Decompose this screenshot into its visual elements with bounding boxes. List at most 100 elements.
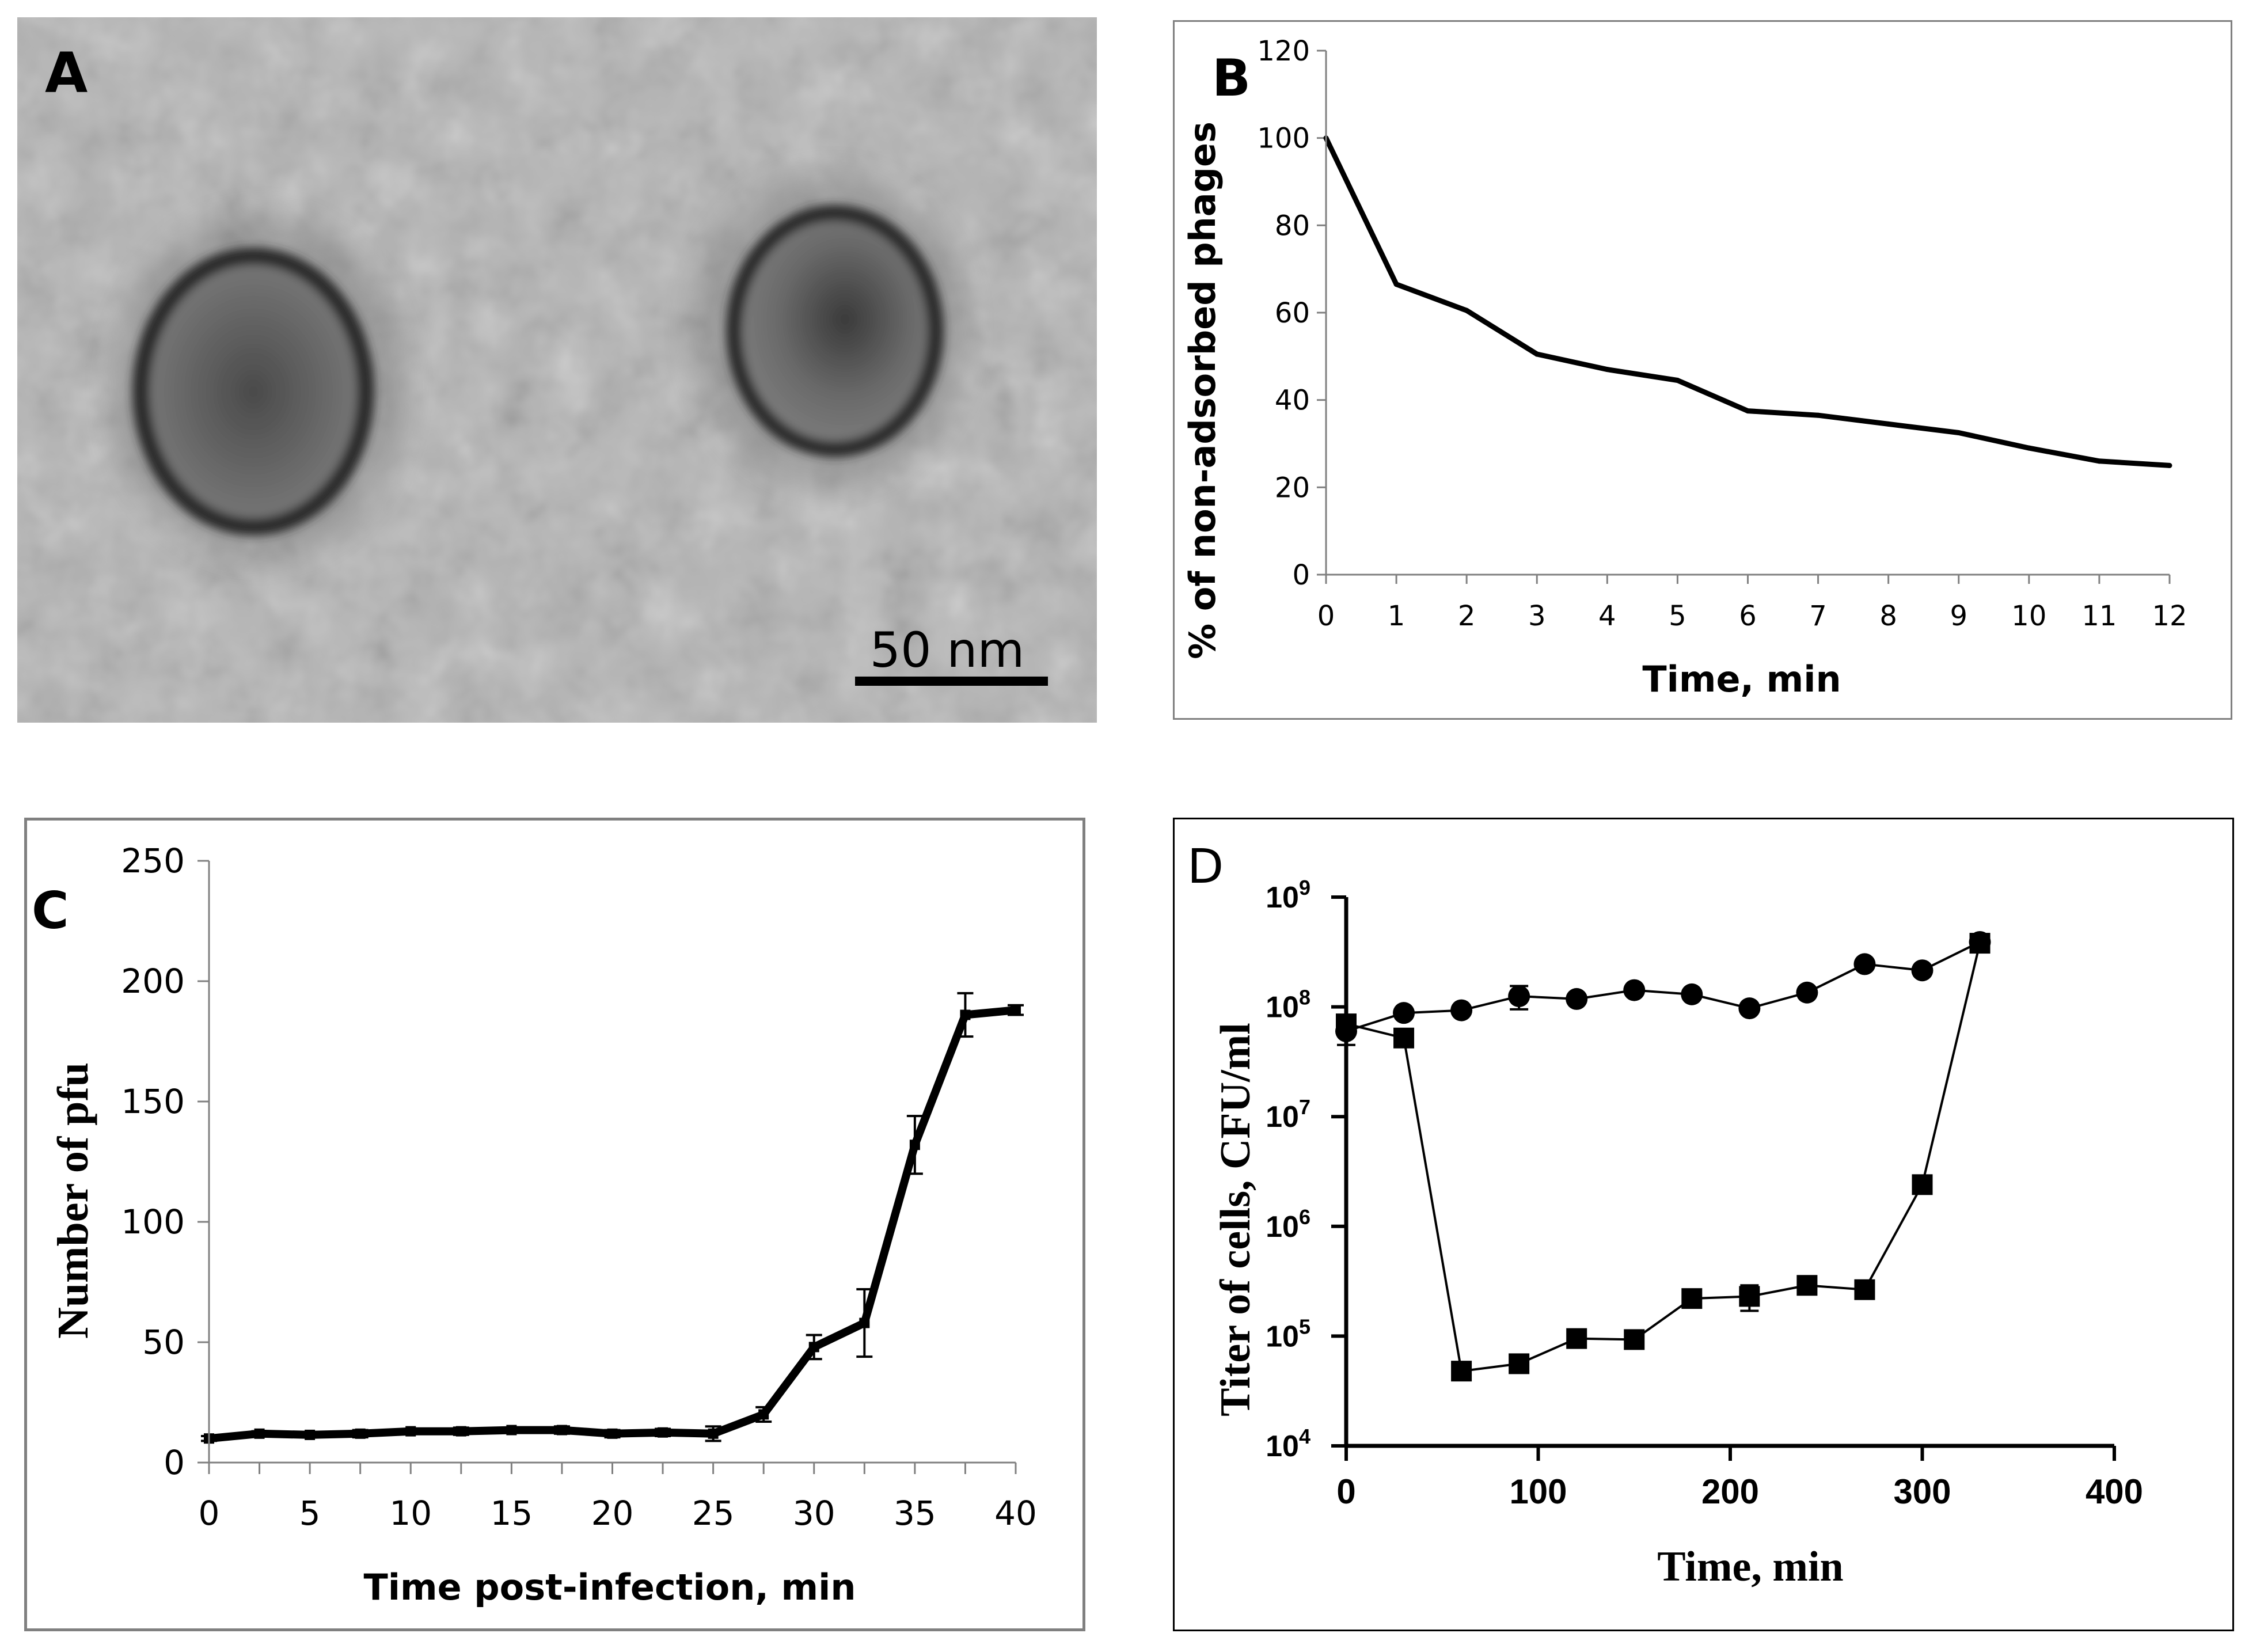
chart-d-data-point-circle — [1450, 999, 1473, 1021]
chart-c-y-tick-label: 200 — [121, 962, 185, 1001]
chart-c-x-tick-label: 15 — [490, 1494, 533, 1533]
panel-a-letter: A — [45, 41, 88, 105]
chart-d-y-tick-label: 107 — [1266, 1095, 1310, 1134]
chart-c-x-tick-label: 20 — [591, 1494, 634, 1533]
chart-c-svg: 0 50 100 150 200 250 0 5 10 15 20 25 30 35 40 C Time p… — [32, 841, 1037, 1608]
chart-c-x-tick-label: 25 — [692, 1494, 735, 1533]
chart-d-data-point-circle — [1796, 981, 1818, 1004]
panel-c-chart: 0 50 100 150 200 250 0 5 10 15 20 25 30 35 40 C Time p… — [24, 818, 1085, 1631]
chart-b-data-point — [1393, 282, 1399, 287]
chart-c-data-point — [909, 1140, 920, 1150]
chart-c-y-tick-label: 50 — [142, 1323, 185, 1362]
chart-c-data-point — [405, 1426, 416, 1437]
chart-d-data-point-circle — [1566, 988, 1588, 1010]
chart-b-x-label: Time, min — [1642, 658, 1841, 700]
chart-c-data-point — [254, 1428, 265, 1439]
chart-c-data-point — [808, 1342, 819, 1353]
panel-a-micrograph: A 50 nm — [17, 17, 1097, 723]
panel-c-letter: C — [32, 881, 69, 940]
chart-c-data-point — [455, 1426, 466, 1437]
chart-c-x-tick-label: 10 — [389, 1494, 432, 1533]
chart-d-data-point-circle — [1738, 997, 1761, 1020]
chart-b-data-point — [1464, 307, 1469, 313]
chart-b-x-tick-label: 11 — [2081, 600, 2117, 632]
chart-d-y-tick-label: 108 — [1266, 986, 1310, 1024]
chart-d-data-point-square — [1624, 1329, 1645, 1350]
chart-c-data-point — [960, 1009, 971, 1020]
chart-b-y-tick-label: 60 — [1275, 297, 1310, 329]
chart-b-x-tick-label: 12 — [2152, 600, 2187, 632]
chart-c-data-point — [355, 1428, 366, 1439]
chart-b-x-tick-label: 3 — [1528, 600, 1546, 632]
chart-c-data-point — [607, 1428, 618, 1439]
chart-d-data-point-square — [1681, 1288, 1703, 1309]
chart-b-y-tick-label: 100 — [1257, 123, 1310, 155]
chart-c-x-tick-label: 40 — [994, 1494, 1037, 1533]
chart-b-y-tick-label: 120 — [1257, 35, 1310, 67]
chart-b-x-tick-label: 1 — [1388, 600, 1406, 632]
chart-d-x-tick-label: 400 — [2086, 1472, 2143, 1511]
chart-c-x-tick-label: 30 — [793, 1494, 835, 1533]
chart-b-x-tick-label: 2 — [1458, 600, 1476, 632]
chart-b-data-point — [1815, 412, 1821, 418]
chart-b-x-tick-label: 4 — [1598, 600, 1616, 632]
chart-b-data-point — [1956, 430, 1962, 436]
chart-c-data-point — [556, 1425, 567, 1435]
panel-b-chart: 0 20 40 60 80 100 120 0 1 2 3 4 5 6 7 8 9 10 11 12 B Time, … — [1173, 20, 2232, 720]
chart-d-data-point-circle — [1853, 953, 1876, 975]
chart-c-data-point — [658, 1427, 668, 1438]
chart-d-series-line-squares — [1346, 943, 1981, 1373]
chart-d-data-point-circle — [1681, 983, 1703, 1005]
micrograph-image: A 50 nm — [17, 17, 1097, 723]
chart-b-x-tick-label: 7 — [1809, 600, 1827, 632]
chart-c-data-point — [758, 1409, 769, 1420]
chart-b-y-tick-label: 0 — [1292, 559, 1310, 591]
phage-particle-right — [726, 205, 944, 457]
phage-particle-left — [132, 248, 374, 536]
chart-c-x-tick-label: 35 — [894, 1494, 936, 1533]
chart-b-x-tick-label: 6 — [1739, 600, 1757, 632]
chart-b-x-tick-label: 9 — [1950, 600, 1967, 632]
chart-d-data-point-square — [1969, 933, 1991, 954]
chart-b-data-point — [1674, 378, 1680, 383]
chart-d-y-tick-label: 106 — [1266, 1205, 1310, 1244]
chart-d-x-tick-label: 200 — [1701, 1472, 1759, 1511]
chart-b-data-point — [1745, 408, 1750, 414]
chart-d-data-point-square — [1566, 1328, 1587, 1349]
chart-b-y-tick-label: 80 — [1275, 210, 1310, 242]
panel-b-letter: B — [1212, 48, 1251, 108]
chart-b-y-tick-label: 20 — [1275, 472, 1310, 504]
chart-d-svg: 104 105 106 107 108 109 0 100 200 300 400 D Time, … — [1187, 840, 2143, 1590]
chart-d-y-tick-label: 104 — [1266, 1425, 1310, 1463]
scale-bar-label: 50 nm — [870, 622, 1025, 678]
chart-b-y-tick-label: 40 — [1275, 385, 1310, 417]
chart-b-data-point — [1604, 367, 1610, 373]
chart-d-data-point-square — [1796, 1275, 1818, 1296]
panel-d-letter: D — [1187, 840, 1224, 894]
chart-c-x-tick-label: 5 — [299, 1494, 321, 1533]
chart-d-data-point-circle — [1393, 1002, 1415, 1024]
chart-d-y-tick-label: 109 — [1266, 876, 1310, 914]
chart-d-data-point-square — [1393, 1027, 1415, 1049]
chart-d-data-point-circle — [1911, 959, 1933, 982]
chart-c-y-label: Number of pfu — [49, 1062, 97, 1339]
chart-c-data-point — [859, 1317, 870, 1328]
chart-d-x-tick-label: 100 — [1509, 1472, 1567, 1511]
chart-d-data-point-square — [1739, 1286, 1760, 1307]
chart-d-data-point-circle — [1623, 979, 1646, 1001]
chart-c-y-tick-label: 150 — [121, 1082, 185, 1121]
chart-d-x-tick-label: 300 — [1893, 1472, 1951, 1511]
chart-b-x-tick-label: 5 — [1669, 600, 1686, 632]
chart-b-series-line — [1323, 136, 2170, 468]
chart-d-x-label: Time, min — [1657, 1543, 1843, 1590]
chart-d-data-point-square — [1854, 1279, 1875, 1300]
chart-d-data-point-square — [1451, 1361, 1472, 1382]
chart-c-y-tick-label: 100 — [121, 1202, 185, 1241]
chart-c-x-label: Time post-infection, min — [364, 1566, 856, 1608]
chart-c-y-tick-label: 0 — [164, 1443, 185, 1482]
chart-c-y-tick-label: 250 — [121, 841, 185, 880]
chart-b-data-point — [2096, 458, 2102, 464]
chart-c-series-line — [208, 1006, 1016, 1443]
chart-b-x-tick-label: 8 — [1879, 600, 1897, 632]
chart-d-data-point-circle — [1508, 985, 1530, 1008]
